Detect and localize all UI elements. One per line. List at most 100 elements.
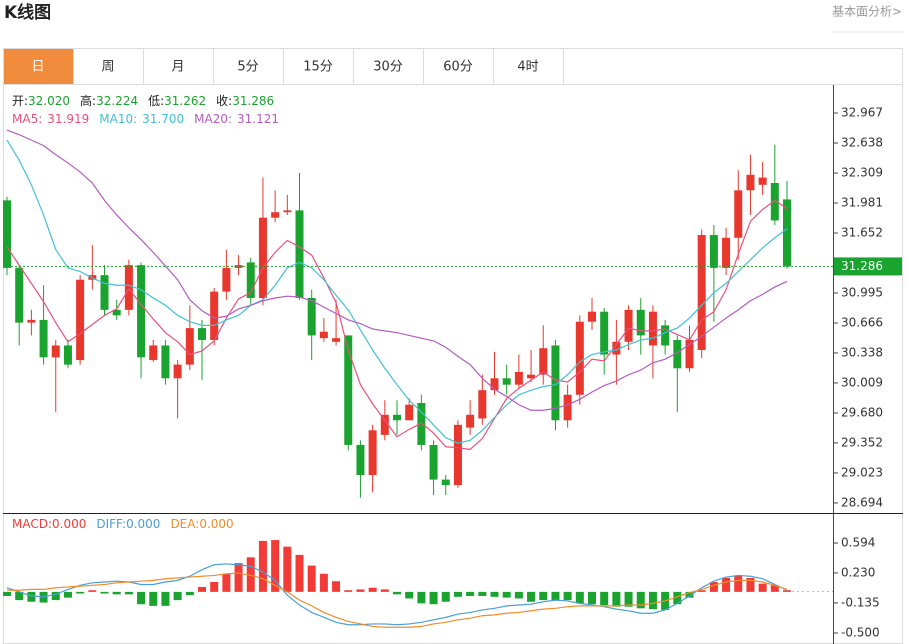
candle-body [124, 265, 133, 310]
y-tick-label: 31.981 [841, 195, 883, 209]
macd-bar [685, 591, 694, 598]
candle-body [758, 177, 767, 185]
y-tick-label: 0.230 [841, 565, 875, 579]
tab-label[interactable]: 30分 [373, 60, 403, 75]
macd-bar [100, 591, 109, 594]
candle-body [405, 404, 414, 421]
candle-body [234, 265, 243, 268]
legend-label: MACD: [12, 517, 52, 531]
macd-bar [393, 591, 401, 595]
legend-value: 31.700 [142, 112, 184, 126]
macd-bar [63, 591, 72, 598]
macd-bar [234, 563, 243, 592]
ma-line [6, 139, 788, 444]
macd-bar [51, 591, 60, 601]
macd-bar [356, 589, 365, 592]
macd-bar [783, 590, 791, 592]
macd-bar [539, 591, 548, 601]
y-tick-label: 29.023 [841, 465, 883, 479]
last-price-box [834, 257, 902, 276]
candle-body [149, 345, 158, 361]
candle-body [466, 414, 475, 428]
tab[interactable] [73, 48, 144, 85]
candle-body [563, 394, 572, 421]
y-tick-label: 31.652 [841, 226, 883, 240]
macd-bar [149, 591, 158, 606]
candle-body [271, 212, 280, 218]
candle-body [185, 328, 194, 365]
tab-label[interactable]: 5分 [237, 60, 258, 75]
tab[interactable] [3, 48, 74, 85]
candle-body [27, 319, 36, 323]
y-tick-label: 28.694 [841, 495, 883, 509]
legend-label: 收: [216, 94, 232, 108]
tab-label[interactable]: 月 [171, 60, 184, 75]
candle-body [246, 262, 255, 298]
candle-body [783, 199, 791, 267]
candle-body [502, 378, 511, 385]
macd-bar [575, 591, 584, 604]
candle-body [417, 402, 426, 445]
macd-bar [185, 591, 194, 596]
candle-body [527, 374, 536, 379]
candle-body [161, 345, 170, 379]
legend-value: 31.121 [237, 112, 279, 126]
macd-bar [210, 582, 219, 592]
tab-label[interactable]: 周 [101, 60, 114, 75]
macd-bar [112, 591, 121, 595]
tab[interactable] [283, 48, 354, 85]
candle-body [222, 267, 231, 292]
candle-body [661, 325, 670, 346]
macd-bar [137, 591, 146, 605]
candle-body [673, 339, 682, 369]
candle-body [100, 275, 109, 310]
candle-body [709, 235, 718, 268]
macd-bar [368, 587, 377, 592]
macd-bar [3, 591, 11, 596]
y-tick-label: 32.967 [841, 106, 883, 120]
candle-body [295, 210, 304, 298]
fundamental-link[interactable]: 基本面分析> [832, 5, 902, 19]
macd-bar [612, 591, 621, 607]
candle-body [137, 265, 146, 358]
legend-label: MA10: [99, 112, 137, 126]
tab-label[interactable]: 4时 [517, 60, 538, 75]
y-tick-label: 32.638 [841, 136, 883, 150]
legend-label: DEA: [170, 517, 199, 531]
legend-value: 0.000 [52, 517, 86, 531]
candle-body [332, 338, 341, 342]
tab[interactable] [493, 48, 564, 85]
legend-value: 0.000 [126, 517, 160, 531]
candle-body [63, 345, 72, 365]
candle-body [112, 309, 121, 316]
macd-bar [588, 591, 596, 605]
tab-label[interactable]: 15分 [303, 60, 333, 75]
macd-bar [88, 590, 97, 592]
y-tick-label: 30.338 [841, 345, 883, 359]
macd-bar [758, 583, 767, 592]
legend-value: 31.286 [232, 94, 274, 108]
macd-bar [124, 591, 133, 595]
candle-body [319, 331, 328, 339]
candle-body [600, 311, 609, 355]
macd-bar [478, 591, 487, 596]
candle-body [307, 297, 316, 336]
candle-body [648, 311, 657, 346]
macd-bar [15, 591, 24, 601]
candle-body [368, 430, 377, 476]
macd-bar [198, 586, 206, 592]
macd-bar [222, 573, 231, 592]
widget-title: K线图 [4, 2, 51, 23]
legend-value: 32.020 [28, 94, 70, 108]
candle-body [76, 279, 85, 361]
candle-body [453, 424, 462, 486]
macd-bar [307, 565, 316, 592]
y-tick-label: 30.995 [841, 285, 883, 299]
macd-bar [417, 591, 426, 604]
y-tick-label: 29.680 [841, 405, 883, 419]
tab-label[interactable]: 60分 [443, 60, 473, 75]
tab-label[interactable]: 日 [31, 60, 44, 75]
macd-bar [173, 591, 182, 601]
macd-bar [283, 546, 292, 592]
